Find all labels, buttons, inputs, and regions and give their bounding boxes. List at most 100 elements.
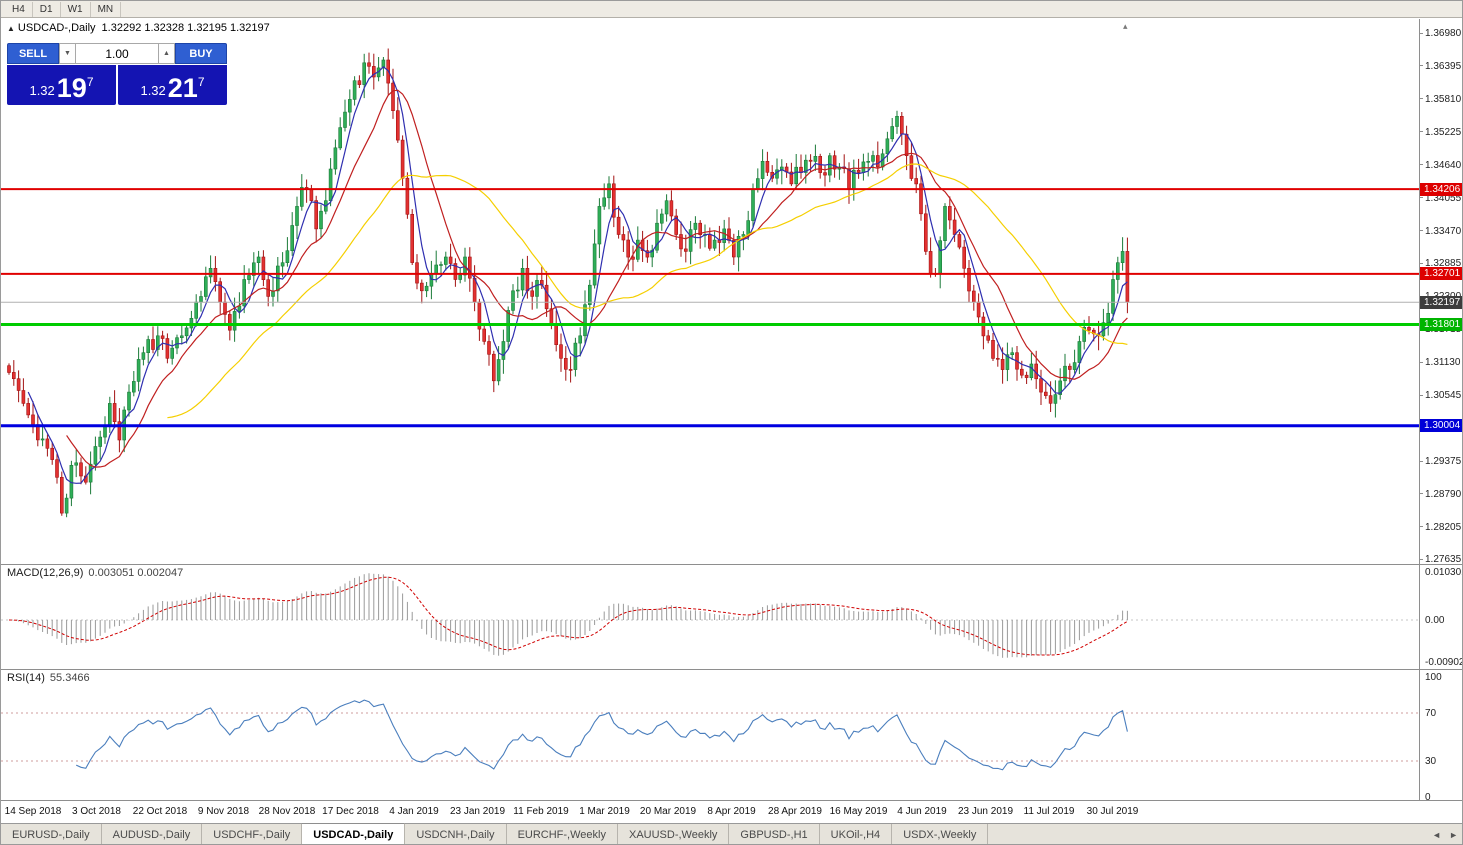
price-tick-label: 1.31130 xyxy=(1425,357,1461,369)
timeframe-button-h4[interactable]: H4 xyxy=(5,1,33,17)
buy-price-display[interactable]: 1.32 21 7 xyxy=(118,65,227,105)
chart-tab-usdx[interactable]: USDX-,Weekly xyxy=(892,824,989,844)
chart-tab-ukoil[interactable]: UKOil-,H4 xyxy=(819,824,893,844)
date-label: 23 Jun 2019 xyxy=(957,806,1014,817)
price-tick-label: 1.35810 xyxy=(1425,93,1462,105)
time-axis[interactable]: 14 Sep 2018 3 Oct 2018 22 Oct 2018 9 Nov 20… xyxy=(1,801,1419,823)
sell-price-sup: 7 xyxy=(86,75,94,89)
date-label: 28 Nov 2018 xyxy=(258,806,316,817)
rsi-tick-label: 30 xyxy=(1425,756,1437,767)
axis-tick-mark xyxy=(1420,33,1423,34)
macd-panel[interactable]: MACD(12,26,9) 0.003051 0.002047 xyxy=(1,565,1419,669)
chart-shift-marker-icon[interactable]: ▴ xyxy=(1123,21,1128,31)
axis-tick-mark xyxy=(1420,362,1423,363)
price-tick-label: 1.28790 xyxy=(1425,488,1462,500)
rsi-indicator-label: RSI(14) xyxy=(7,672,45,684)
timeframe-button-mn[interactable]: MN xyxy=(91,1,122,17)
axis-tick-mark xyxy=(1420,263,1423,264)
one-click-trade-panel: SELL ▼ 1.00 ▲ BUY 1.32 19 7 1.32 21 7 xyxy=(7,43,227,105)
price-line-badge: 1.31801 xyxy=(1420,318,1462,331)
price-axis[interactable]: 1.36980 1.36395 1.35810 1.35225 1.34640 1.340… xyxy=(1419,19,1462,564)
chart-tab-audusd[interactable]: AUDUSD-,Daily xyxy=(101,824,203,844)
main-chart[interactable]: ▲ USDCAD-,Daily 1.32292 1.32328 1.32195 1.… xyxy=(1,19,1419,564)
buy-price-sup: 7 xyxy=(197,75,205,89)
date-label: 14 Sep 2018 xyxy=(4,806,62,817)
timeframe-button-d1[interactable]: D1 xyxy=(33,1,61,17)
sell-price-big: 19 xyxy=(56,73,87,103)
date-label: 8 Apr 2019 xyxy=(707,806,756,817)
price-tick-label: 1.28205 xyxy=(1425,521,1462,533)
date-label: 22 Oct 2018 xyxy=(132,806,188,817)
price-tick-label: 1.27635 xyxy=(1425,554,1462,564)
chart-tab-eurchf[interactable]: EURCHF-,Weekly xyxy=(506,824,618,844)
macd-label-row: MACD(12,26,9) 0.003051 0.002047 xyxy=(7,567,183,579)
tab-scroll-right-icon[interactable]: ► xyxy=(1449,830,1458,840)
axis-tick-mark xyxy=(1420,395,1423,396)
chart-tab-usdchf[interactable]: USDCHF-,Daily xyxy=(202,824,303,844)
rsi-tick-label: 70 xyxy=(1425,708,1437,719)
rsi-tick-label: 0 xyxy=(1425,792,1431,800)
buy-button[interactable]: BUY xyxy=(175,43,227,64)
chart-tab-gbpusd[interactable]: GBPUSD-,H1 xyxy=(729,824,820,844)
price-line-badge: 1.30004 xyxy=(1420,419,1462,433)
date-label: 16 May 2019 xyxy=(829,806,888,817)
price-line-badge: 1.32197 xyxy=(1420,295,1462,309)
date-label: 4 Jun 2019 xyxy=(897,806,947,817)
macd-tick-label: -0.0090203 xyxy=(1425,657,1462,669)
price-tick-label: 1.36980 xyxy=(1425,28,1462,39)
candlestick-chart-canvas[interactable] xyxy=(1,19,1419,564)
macd-values: 0.003051 0.002047 xyxy=(88,567,184,579)
axis-tick-mark xyxy=(1420,164,1423,165)
axis-tick-mark xyxy=(1420,461,1423,462)
date-label: 20 Mar 2019 xyxy=(639,806,697,817)
date-label: 11 Jul 2019 xyxy=(1023,806,1075,817)
chart-ohlc-quotes: 1.32292 1.32328 1.32195 1.32197 xyxy=(101,22,270,34)
axis-tick-mark xyxy=(1420,197,1423,198)
buy-price-prefix: 1.32 xyxy=(140,83,166,98)
volume-decrease-button[interactable]: ▼ xyxy=(59,43,76,64)
timeframe-toolbar: H4 D1 W1 MN xyxy=(1,1,1462,18)
axis-tick-mark xyxy=(1420,98,1423,99)
volume-increase-button[interactable]: ▲ xyxy=(158,43,175,64)
macd-axis: 0.0103011 0.00 -0.0090203 xyxy=(1419,565,1462,669)
sell-price-prefix: 1.32 xyxy=(29,83,55,98)
chart-symbol-label: USDCAD-,Daily xyxy=(17,22,96,34)
chart-tab-usdcad[interactable]: USDCAD-,Daily xyxy=(302,823,406,844)
price-tick-label: 1.33470 xyxy=(1425,225,1462,237)
price-tick-label: 1.34055 xyxy=(1425,192,1462,204)
date-label: 9 Nov 2018 xyxy=(197,806,250,817)
panel-separator[interactable] xyxy=(1,669,1462,670)
price-tick-label: 1.35225 xyxy=(1425,126,1462,138)
axis-tick-mark xyxy=(1420,230,1423,231)
macd-chart-canvas xyxy=(1,573,1419,658)
price-tick-label: 1.32885 xyxy=(1425,258,1462,270)
buy-price-big: 21 xyxy=(167,73,198,103)
rsi-axis: 100 70 30 0 xyxy=(1419,670,1462,800)
chart-tab-xauusd[interactable]: XAUUSD-,Weekly xyxy=(617,824,730,844)
date-label: 30 Jul 2019 xyxy=(1086,806,1139,817)
date-label: 11 Feb 2019 xyxy=(513,806,569,817)
axis-tick-mark xyxy=(1420,131,1423,132)
panel-separator xyxy=(1,800,1462,801)
tab-scroll-left-icon[interactable]: ◄ xyxy=(1432,830,1442,840)
collapse-icon[interactable]: ▲ xyxy=(7,24,15,33)
price-line-badge: 1.32701 xyxy=(1420,267,1462,281)
rsi-tick-label: 100 xyxy=(1425,672,1442,683)
tab-scroll-controls: ◄ ► xyxy=(1432,824,1462,844)
date-label: 4 Jan 2019 xyxy=(389,806,439,817)
price-tick-label: 1.30545 xyxy=(1425,390,1462,402)
timeframe-button-w1[interactable]: W1 xyxy=(61,1,91,17)
macd-tick-label: 0.0103011 xyxy=(1425,567,1462,579)
sell-price-display[interactable]: 1.32 19 7 xyxy=(7,65,116,105)
sell-button[interactable]: SELL xyxy=(7,43,59,64)
price-tick-label: 1.36395 xyxy=(1425,60,1462,72)
rsi-panel[interactable]: RSI(14) 55.3466 xyxy=(1,670,1419,800)
axis-tick-mark xyxy=(1420,65,1423,66)
chart-tab-usdcnh[interactable]: USDCNH-,Daily xyxy=(405,824,507,844)
price-tick-label: 1.34640 xyxy=(1425,159,1462,171)
panel-separator[interactable] xyxy=(1,564,1462,565)
chart-header: ▲ USDCAD-,Daily 1.32292 1.32328 1.32195 1.… xyxy=(7,22,270,34)
chart-tab-eurusd[interactable]: EURUSD-,Daily xyxy=(1,824,102,844)
volume-input[interactable]: 1.00 xyxy=(76,43,158,64)
